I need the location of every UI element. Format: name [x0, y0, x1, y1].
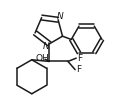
Text: N: N: [57, 13, 64, 22]
Text: OH: OH: [35, 54, 49, 63]
Text: F: F: [78, 54, 83, 63]
Text: N: N: [43, 42, 50, 51]
Text: F: F: [76, 65, 82, 74]
